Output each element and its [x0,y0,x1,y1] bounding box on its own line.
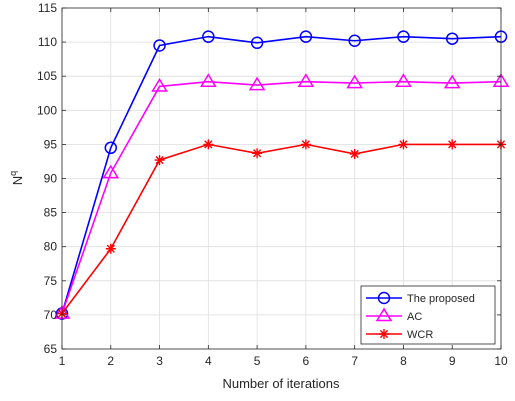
legend-label: WCR [407,329,433,341]
series-layer [53,30,510,320]
data-point [348,34,361,47]
legend-marker [375,307,393,322]
series-2 [53,73,510,319]
data-point [297,73,315,87]
data-point [346,74,363,89]
y-tick-label: 80 [44,240,58,254]
legend-items: The proposed AC WCR [366,291,475,341]
data-point [203,139,214,150]
data-point [299,30,313,43]
y-axis-label: Nq [8,171,25,185]
data-point [153,39,166,52]
data-point [202,30,215,43]
legend-marker [377,291,391,305]
x-axis-label: Number of iterations [222,376,340,391]
legend-entry: WCR [366,329,433,341]
y-tick-label: 95 [44,137,58,151]
data-point [248,76,266,91]
data-point [252,148,263,159]
y-tick-label: 90 [44,172,58,186]
x-tick-label: 9 [449,354,456,368]
y-axis-label-base: N [10,176,25,185]
data-point [250,36,264,50]
data-point [443,74,461,89]
legend-entry: AC [366,307,422,323]
data-point [445,32,459,45]
x-tick-label: 3 [156,354,163,368]
legend: The proposed AC WCR [360,285,496,345]
x-tick-label: 7 [351,354,358,368]
y-tick-label: 115 [38,1,57,15]
x-tick-label: 4 [205,354,212,368]
x-tick-label: 10 [494,354,508,368]
data-point [154,155,165,166]
data-point [398,139,409,150]
legend-entry: The proposed [366,291,475,305]
data-point [397,30,410,43]
series-line [61,35,502,314]
data-point [105,243,116,254]
legend-label: The proposed [407,293,475,305]
data-point [104,141,118,155]
legend-label: AC [407,311,422,323]
y-tick-label: 75 [44,274,58,288]
y-tick-label: 70 [44,308,58,322]
y-tick-label: 65 [44,342,58,356]
y-tick-label: 100 [37,103,57,117]
axis-ticks: 1 2 3 4 5 6 7 8 9 10 65 70 75 80 85 90 95 100 105 110 115 [37,1,508,368]
legend-marker [379,329,389,339]
x-tick-label: 5 [254,354,261,368]
y-tick-label: 110 [38,35,57,49]
series-line [61,143,501,315]
series-3 [57,139,506,319]
data-point [300,139,311,150]
y-axis-label-superscript: q [8,171,18,176]
data-point [151,77,168,92]
x-tick-label: 8 [400,354,407,368]
x-tick-label: 2 [107,354,114,368]
y-tick-label: 85 [44,206,58,220]
data-point [200,73,217,87]
x-tick-label: 6 [303,354,310,368]
data-point [447,139,458,150]
y-tick-label: 105 [37,69,57,83]
series-line [61,80,502,314]
x-tick-label: 1 [59,354,66,368]
data-point [102,164,120,179]
data-point [395,73,412,87]
data-point [349,148,360,159]
